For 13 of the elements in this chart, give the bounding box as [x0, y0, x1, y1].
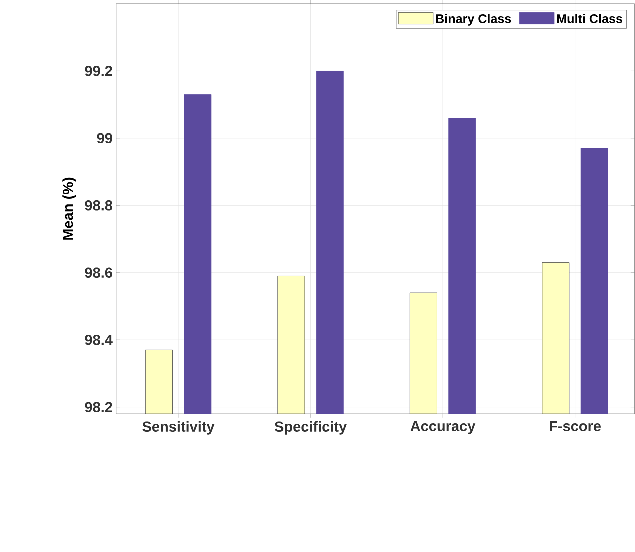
y-tick-label: 98.6 — [85, 268, 112, 278]
x-tick-label: Specificity — [274, 421, 348, 435]
x-tick-label: Sensitivity — [142, 421, 215, 435]
y-axis-title: Mean (%) — [62, 178, 76, 240]
y-tick-label: 98.4 — [85, 335, 113, 346]
legend-label: Multi Class — [557, 14, 622, 24]
y-tick-label: 98.8 — [85, 200, 113, 211]
y-tick-label: 99.2 — [85, 66, 112, 76]
legend-label: Binary Class — [436, 14, 512, 26]
y-tick-label: 98.2 — [85, 402, 112, 413]
x-tick-label: F-score — [550, 421, 601, 432]
y-tick-label: 99 — [97, 133, 112, 144]
x-tick-label: Accuracy — [410, 421, 476, 434]
